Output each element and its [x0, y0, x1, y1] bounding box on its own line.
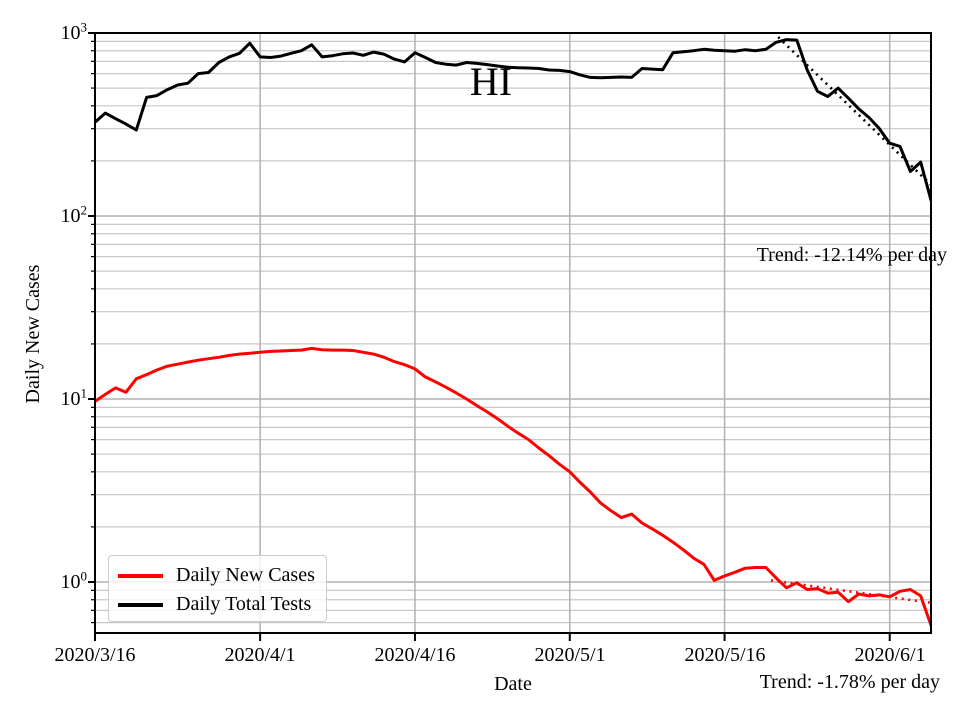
cases-line-sample [118, 573, 163, 578]
x-axis-label: Date [494, 673, 532, 695]
minor-gridlines [95, 40, 931, 624]
axes-spines [94, 32, 932, 634]
legend-item-cases: Daily New Cases [109, 561, 326, 590]
y-tick-label-1e3: 103 [60, 19, 88, 44]
cases-trend-dotted-line [770, 579, 931, 605]
y-tick-label-1e1: 101 [60, 385, 88, 410]
y-axis-label: Daily New Cases [22, 264, 44, 404]
state-title: HI [469, 59, 513, 104]
tests-trend-dotted-line [777, 36, 931, 186]
tests-trend-annotation: Trend: -12.14% per day [756, 244, 947, 266]
cases-trend-annotation: Trend: -1.78% per day [759, 671, 940, 693]
x-tick-label: 2020/6/1 [854, 644, 926, 666]
axis-ticks [88, 32, 891, 641]
legend-item-tests: Daily Total Tests [109, 590, 326, 619]
y-tick-label-1e0: 100 [60, 568, 88, 593]
x-tick-label: 2020/3/16 [54, 644, 136, 666]
x-tick-label: 2020/5/16 [684, 644, 766, 666]
tests-line-sample [118, 602, 163, 607]
x-tick-label: 2020/4/1 [224, 644, 296, 666]
major-gridlines [94, 32, 931, 633]
x-tick-label: 2020/5/1 [534, 644, 606, 666]
legend: Daily New Cases Daily Total Tests [108, 555, 327, 622]
y-tick-label-1e2: 102 [60, 202, 88, 227]
data-layer [95, 36, 931, 627]
legend-label: Daily New Cases [176, 564, 315, 586]
x-tick-label: 2020/4/16 [374, 644, 456, 666]
legend-label: Daily Total Tests [176, 593, 312, 615]
daily-total-tests-line [95, 38, 931, 202]
daily-new-cases-line [95, 346, 931, 627]
